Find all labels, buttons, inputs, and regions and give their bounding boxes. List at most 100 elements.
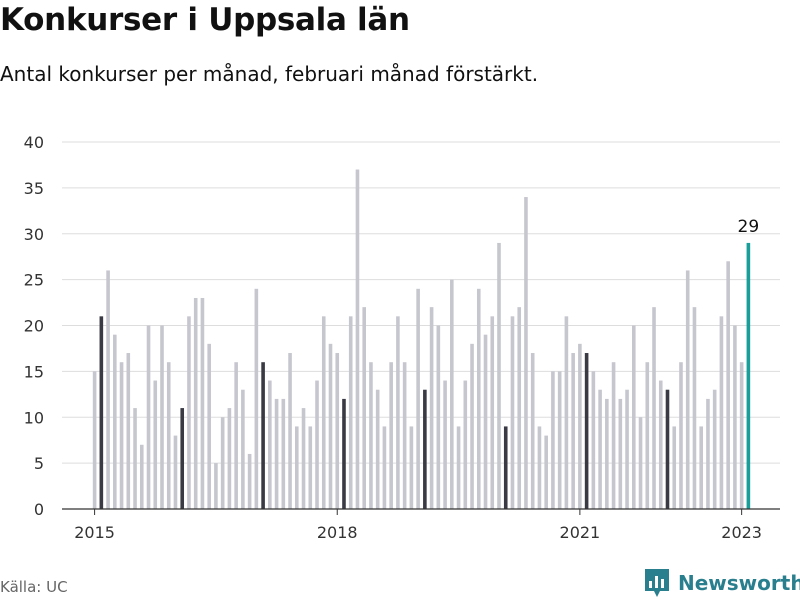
bar [200,297,205,509]
bar [153,380,158,509]
bar [274,398,279,509]
bar [632,325,636,509]
bar [173,435,178,509]
bar [281,398,286,509]
bar [261,362,265,509]
bar [638,417,643,509]
bar [665,389,670,509]
bar [658,380,663,509]
bar [510,316,515,509]
bar [591,371,596,509]
x-tick-label: 2015 [74,523,115,542]
bar [220,417,225,509]
x-tick-label: 2021 [560,523,601,542]
bar [470,343,474,509]
bar [355,169,360,509]
bar [456,426,461,509]
bar [362,307,366,509]
bar [416,288,420,509]
y-tick-label: 20 [24,317,44,336]
bar [557,371,562,509]
bar [524,197,528,510]
bar [537,426,542,509]
bar [92,371,97,509]
bar [443,380,447,509]
source-note: Källa: UC [0,578,68,596]
bar-chart: 0 5 10 15 20 25 30 35 40 2015 2018 2021 2023 29 [24,133,780,542]
bar [99,316,104,509]
bar [139,444,144,509]
bar [133,408,137,509]
bar [739,362,744,509]
bar [436,325,441,509]
y-tick-label: 25 [24,271,44,290]
bar [193,297,198,509]
bar [187,316,191,509]
bar [726,261,730,509]
bar [375,389,380,509]
y-tick-label: 30 [24,225,44,244]
bar [571,353,575,509]
bar [268,380,272,509]
bar [321,316,326,509]
bar [429,307,434,509]
bar [146,325,151,509]
bar [625,389,629,509]
bar [423,389,427,509]
x-tick-label: 2018 [317,523,358,542]
bar [719,316,724,509]
bar [227,408,232,509]
bar [369,362,373,509]
bar [483,334,488,509]
bar [685,270,690,509]
y-tick-label: 5 [34,454,44,473]
bar [618,398,623,509]
bar [551,371,555,509]
bar [645,362,650,509]
bar [463,380,468,509]
bar [160,325,164,509]
bar [247,453,252,509]
bar [295,426,299,509]
x-axis: 2015 2018 2021 2023 [62,508,780,542]
bar [207,343,211,509]
brand-logo-link[interactable]: Newsworthy [644,566,800,600]
bar [214,463,218,509]
bar [348,316,353,509]
y-tick-label: 10 [24,408,44,427]
last-value-label: 29 [738,217,760,237]
bar [335,353,340,509]
bar [706,398,710,509]
bar [733,325,737,509]
bar [328,343,333,509]
bar [180,408,185,509]
bar [497,242,501,510]
y-tick-label: 40 [24,133,44,152]
bar [254,288,259,509]
bar [308,426,313,509]
bar [578,343,582,509]
bar [389,362,393,509]
bar [113,334,117,509]
bar [699,426,703,509]
bar [652,307,656,509]
y-tick-label: 35 [24,179,44,198]
chart-subtitle: Antal konkurser per månad, februari måna… [0,62,539,86]
bar [450,279,454,509]
bar [301,408,306,509]
bar [598,389,602,509]
bar [396,316,400,509]
y-axis: 0 5 10 15 20 25 30 35 40 [24,133,44,519]
bar [315,380,319,509]
chart-title: Konkurser i Uppsala län [0,2,410,38]
x-tick-label: 2023 [721,523,762,542]
y-tick-label: 0 [34,500,44,519]
bar [234,362,238,509]
bar [679,362,683,509]
bar [517,307,522,509]
bar [490,316,495,509]
bar [106,270,110,509]
bar [611,362,616,509]
bar [241,389,245,509]
bar [584,353,589,509]
